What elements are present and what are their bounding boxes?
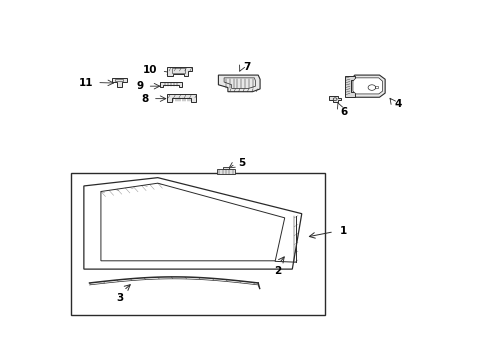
Text: 11: 11 xyxy=(79,77,93,87)
Bar xyxy=(223,167,228,169)
Text: 1: 1 xyxy=(339,226,346,236)
Polygon shape xyxy=(350,75,385,97)
Bar xyxy=(171,68,185,73)
Polygon shape xyxy=(167,94,196,102)
Polygon shape xyxy=(160,82,181,87)
Polygon shape xyxy=(167,67,191,76)
Polygon shape xyxy=(111,78,126,87)
Text: 5: 5 xyxy=(238,158,245,168)
Bar xyxy=(115,79,122,81)
Text: 6: 6 xyxy=(340,107,347,117)
Text: 10: 10 xyxy=(143,66,158,75)
Bar xyxy=(216,169,235,174)
Bar xyxy=(70,174,324,315)
Text: 9: 9 xyxy=(136,81,143,91)
Text: 3: 3 xyxy=(116,293,123,303)
Text: 8: 8 xyxy=(142,94,149,104)
Text: 2: 2 xyxy=(274,266,281,276)
Bar xyxy=(374,86,377,89)
Polygon shape xyxy=(218,75,260,92)
Text: 7: 7 xyxy=(243,62,250,72)
Polygon shape xyxy=(345,76,354,97)
Polygon shape xyxy=(329,96,340,102)
Polygon shape xyxy=(84,177,301,269)
Text: 4: 4 xyxy=(394,99,401,109)
Polygon shape xyxy=(352,78,382,94)
